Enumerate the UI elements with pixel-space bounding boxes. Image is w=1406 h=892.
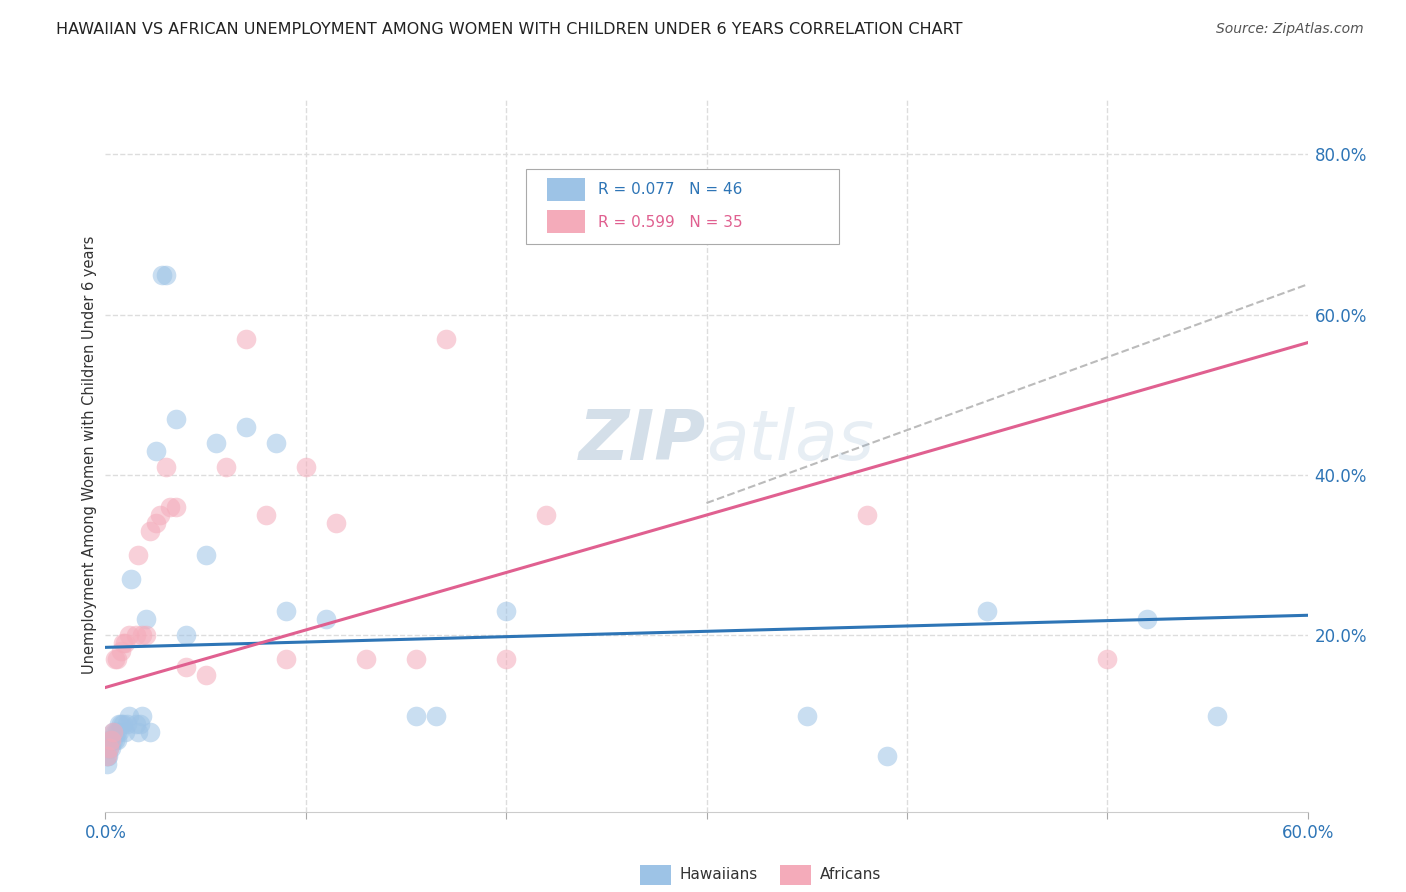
Point	[148, 508, 170, 522]
Point	[114, 724, 136, 739]
Point	[235, 420, 257, 434]
Point	[127, 724, 149, 739]
Point	[194, 548, 217, 562]
Point	[112, 716, 135, 731]
Point	[155, 459, 177, 474]
Point	[104, 724, 127, 739]
Point	[117, 716, 139, 731]
Point	[131, 708, 153, 723]
Point	[128, 716, 150, 731]
Point	[354, 652, 377, 666]
Point	[425, 708, 447, 723]
Point	[127, 548, 149, 562]
Point	[155, 268, 177, 282]
Point	[100, 732, 122, 747]
Point	[96, 748, 118, 763]
Point	[145, 444, 167, 458]
Point	[121, 572, 143, 586]
Point	[274, 604, 297, 618]
Point	[98, 740, 121, 755]
Point	[110, 644, 132, 658]
Y-axis label: Unemployment Among Women with Children Under 6 years: Unemployment Among Women with Children U…	[82, 235, 97, 674]
Point	[108, 724, 131, 739]
Point	[103, 724, 125, 739]
Text: ZIP: ZIP	[579, 407, 707, 475]
Point	[114, 636, 136, 650]
Point	[118, 628, 141, 642]
Point	[107, 724, 129, 739]
Point	[112, 636, 135, 650]
Point	[124, 716, 146, 731]
Point	[204, 436, 226, 450]
Point	[796, 708, 818, 723]
Point	[98, 732, 121, 747]
Point	[876, 748, 898, 763]
Point	[138, 524, 160, 538]
Point	[97, 748, 120, 763]
Point	[165, 412, 187, 426]
Point	[235, 332, 257, 346]
Point	[174, 660, 197, 674]
Point	[100, 732, 122, 747]
Point	[264, 436, 287, 450]
Point	[165, 500, 187, 514]
Point	[138, 724, 160, 739]
Point	[495, 652, 517, 666]
Point	[135, 628, 157, 642]
Point	[104, 652, 127, 666]
Point	[274, 652, 297, 666]
Point	[96, 748, 118, 763]
Point	[135, 612, 157, 626]
Point	[434, 332, 457, 346]
Point	[194, 668, 217, 682]
Text: Africans: Africans	[820, 867, 882, 881]
Point	[104, 732, 127, 747]
Point	[976, 604, 998, 618]
Point	[855, 508, 877, 522]
Point	[295, 459, 318, 474]
Point	[107, 732, 129, 747]
Point	[150, 268, 173, 282]
Point	[1206, 708, 1229, 723]
Point	[1136, 612, 1159, 626]
Point	[98, 740, 121, 755]
Point	[315, 612, 337, 626]
Point	[124, 628, 146, 642]
Point	[107, 652, 129, 666]
Point	[405, 708, 427, 723]
FancyBboxPatch shape	[547, 178, 585, 201]
Text: R = 0.077   N = 46: R = 0.077 N = 46	[599, 183, 742, 197]
Text: HAWAIIAN VS AFRICAN UNEMPLOYMENT AMONG WOMEN WITH CHILDREN UNDER 6 YEARS CORRELA: HAWAIIAN VS AFRICAN UNEMPLOYMENT AMONG W…	[56, 22, 963, 37]
Text: Source: ZipAtlas.com: Source: ZipAtlas.com	[1216, 22, 1364, 37]
Point	[108, 716, 131, 731]
Point	[118, 708, 141, 723]
Text: Hawaiians: Hawaiians	[679, 867, 758, 881]
Point	[495, 604, 517, 618]
Text: R = 0.599   N = 35: R = 0.599 N = 35	[599, 215, 742, 230]
Point	[103, 724, 125, 739]
Point	[100, 740, 122, 755]
Point	[96, 756, 118, 771]
Point	[131, 628, 153, 642]
Point	[325, 516, 347, 530]
Point	[159, 500, 181, 514]
FancyBboxPatch shape	[547, 210, 585, 233]
Point	[534, 508, 557, 522]
Point	[214, 459, 236, 474]
Point	[1097, 652, 1119, 666]
Point	[174, 628, 197, 642]
Point	[254, 508, 277, 522]
Point	[110, 716, 132, 731]
FancyBboxPatch shape	[526, 169, 839, 244]
Point	[145, 516, 167, 530]
Text: atlas: atlas	[707, 407, 875, 475]
Point	[405, 652, 427, 666]
Point	[103, 732, 125, 747]
